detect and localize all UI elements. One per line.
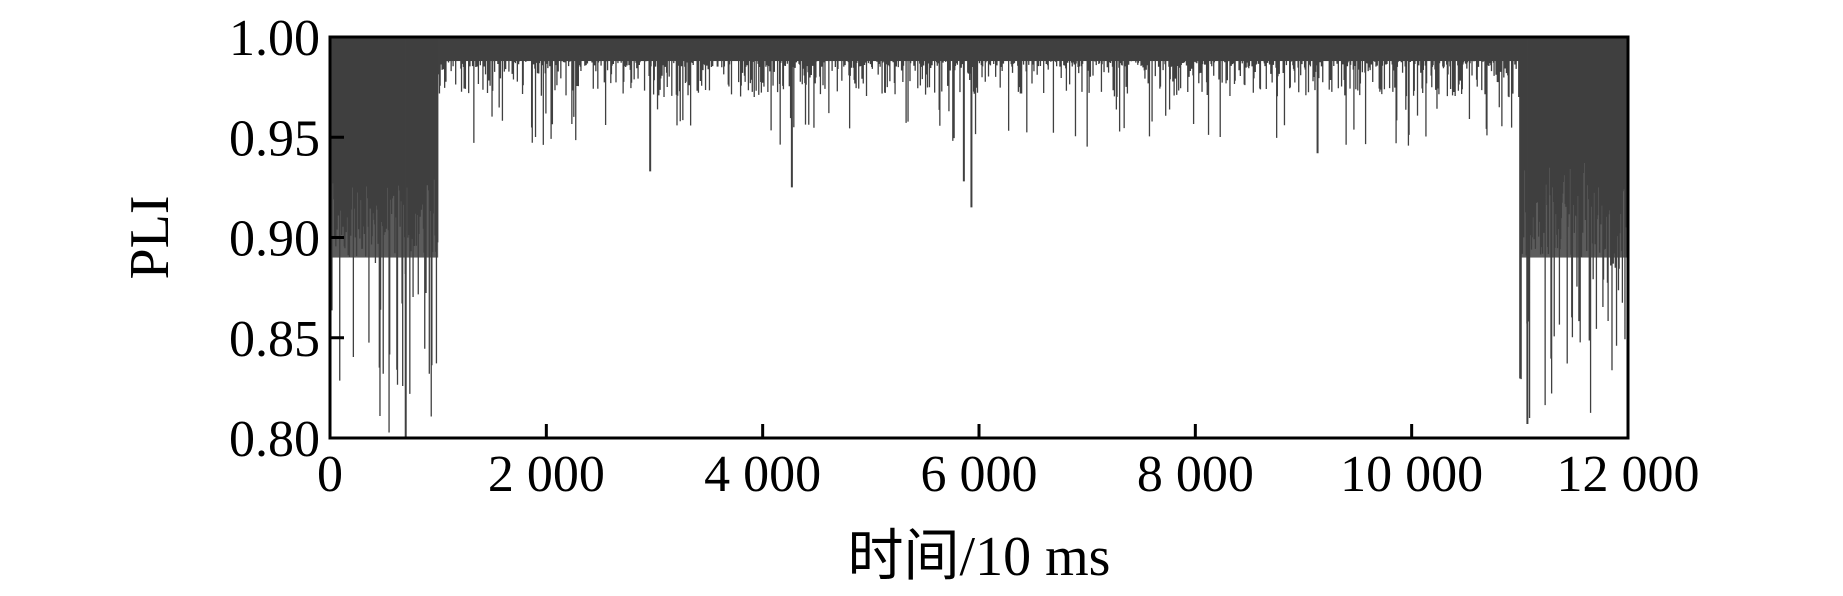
x-tick-label: 4 000 — [704, 446, 821, 503]
x-tick-label: 8 000 — [1137, 446, 1254, 503]
plot-data-layer — [329, 37, 1629, 438]
plot-frame — [328, 35, 1630, 440]
y-tick-label: 0.80 — [229, 411, 320, 468]
x-axis-label: 时间/10 ms — [848, 526, 1111, 588]
x-tick-label: 2 000 — [488, 446, 605, 503]
y-tick-label: 1.00 — [229, 10, 320, 67]
y-tick-label: 0.90 — [229, 211, 320, 268]
y-axis: 0.80 0.85 0.90 0.95 1.00 — [229, 10, 344, 468]
x-axis: 0 2 000 4 000 6 000 8 000 10 000 12 000 — [317, 424, 1700, 503]
y-axis-label: PLI — [119, 196, 181, 280]
pli-series-line — [329, 37, 1629, 433]
x-tick-label: 0 — [317, 446, 343, 503]
pli-dense-band-mid — [438, 37, 1520, 62]
x-tick-label: 12 000 — [1557, 446, 1700, 503]
pli-dense-band-2 — [1519, 37, 1628, 258]
pli-dense-band-0 — [330, 37, 439, 258]
y-tick-label: 0.95 — [229, 110, 320, 167]
x-tick-label: 6 000 — [921, 446, 1038, 503]
y-tick-label: 0.85 — [229, 311, 320, 368]
x-tick-label: 10 000 — [1340, 446, 1483, 503]
